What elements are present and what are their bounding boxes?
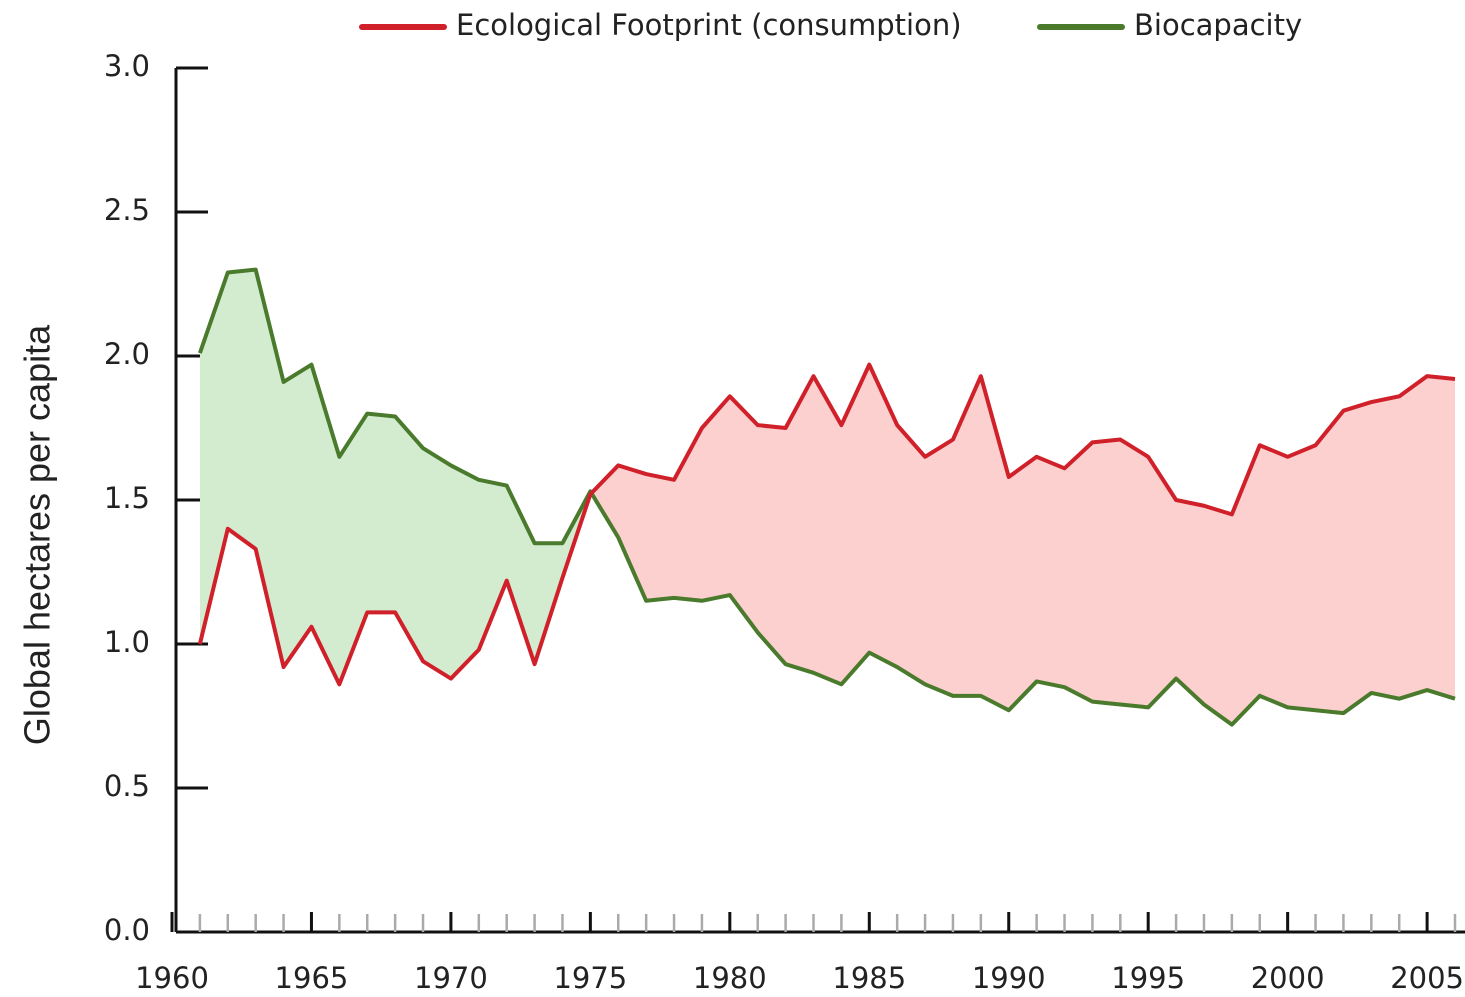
legend-label: Ecological Footprint (consumption): [456, 8, 962, 42]
x-tick-label: 2000: [1251, 961, 1325, 995]
y-tick-label: 0.5: [104, 769, 150, 803]
y-tick-label: 1.5: [104, 481, 150, 515]
x-tick-label: 2005: [1390, 961, 1464, 995]
y-tick-label: 2.0: [104, 337, 150, 371]
x-tick-label: 1985: [832, 961, 906, 995]
y-tick-label: 1.0: [104, 625, 150, 659]
y-tick-label: 3.0: [104, 49, 150, 83]
x-tick-label: 1995: [1111, 961, 1185, 995]
legend-label: Biocapacity: [1134, 8, 1302, 42]
x-tick-label: 1960: [135, 961, 209, 995]
x-tick-label: 1965: [275, 961, 349, 995]
series-line: [197, 362, 1456, 687]
y-tick-label: 0.0: [104, 913, 150, 947]
y-axis-label: Global hectares per capita: [17, 324, 58, 745]
deficit-area: [199, 269, 1456, 725]
x-tick-label: 1975: [553, 961, 627, 995]
x-tick-label: 1990: [972, 961, 1046, 995]
series-line: [198, 267, 1456, 727]
x-tick-label: 1980: [693, 961, 767, 995]
y-tick-label: 2.5: [104, 193, 150, 227]
x-tick-label: 1970: [414, 961, 488, 995]
